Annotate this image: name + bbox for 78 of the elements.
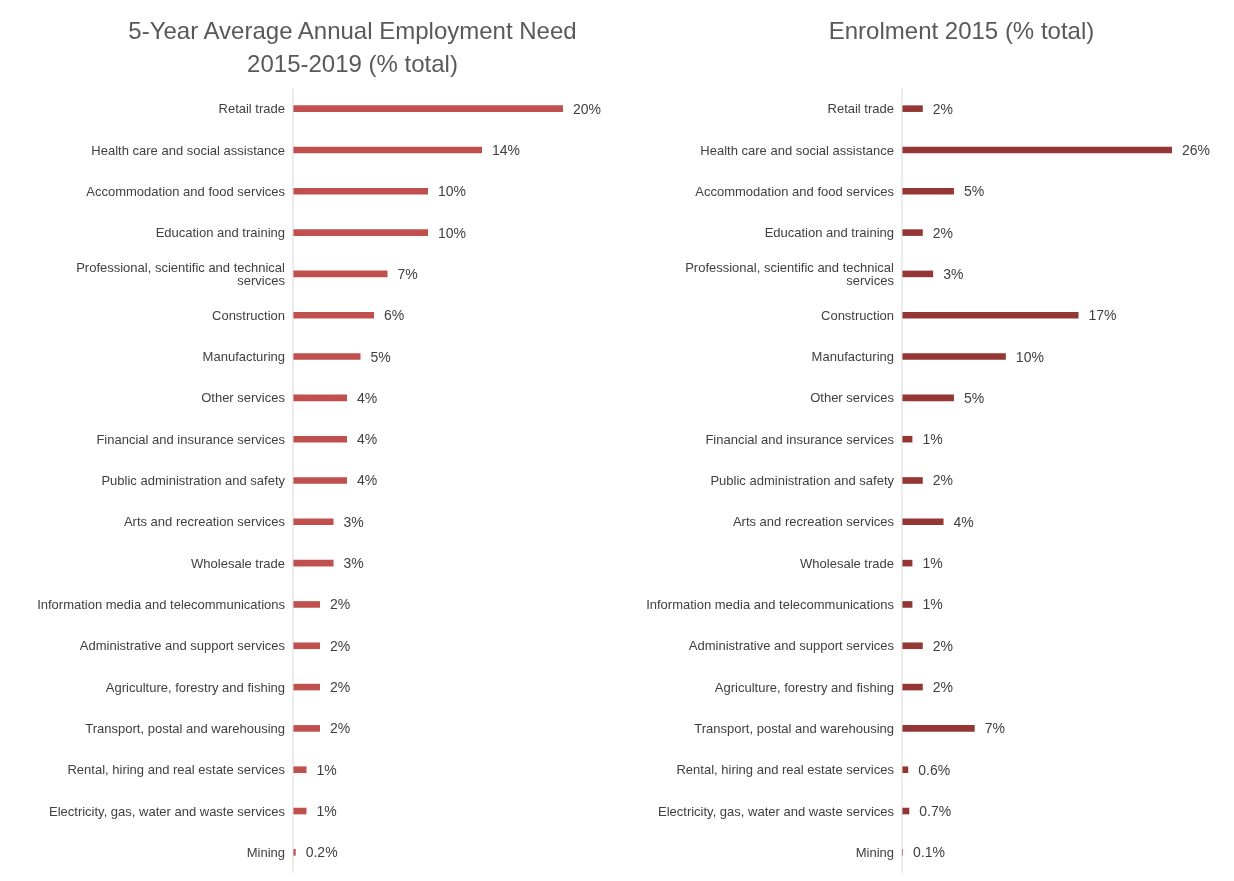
y-tick-label: Rental, hiring and real estate services (67, 762, 286, 778)
chart-title: Enrolment 2015 (% total) (827, 16, 1096, 46)
data-label: 2% (932, 679, 953, 696)
y-tick-label: Retail trade (218, 101, 285, 117)
data-label: 10% (438, 224, 467, 241)
data-label: 1% (922, 431, 943, 448)
y-tick-label: Accommodation and food services (695, 183, 895, 199)
data-label: 2% (932, 100, 953, 117)
y-tick-label: Education and training (764, 225, 894, 241)
data-label: 4% (953, 513, 974, 530)
y-tick-label: Financial and insurance services (705, 431, 895, 447)
data-label: 7% (397, 265, 418, 282)
data-label: 5% (963, 183, 985, 200)
y-tick-label: Electricity, gas, water and waste services (48, 803, 286, 819)
y-tick-label: Wholesale trade (800, 555, 894, 571)
y-tick-label: Retail trade (827, 101, 894, 117)
data-label: 2% (932, 472, 953, 489)
y-tick-label: Public administration and safety (710, 473, 895, 489)
data-label: 1% (316, 761, 337, 778)
y-tick-label: Agriculture, forestry and fishing (714, 679, 894, 695)
y-tick-label: Administrative and support services (79, 638, 286, 654)
chart-title: 5-Year Average Annual Employment Need 2015-2019 (% total) (127, 16, 578, 79)
data-label: 4% (357, 431, 378, 448)
y-tick-label: Agriculture, forestry and fishing (105, 679, 285, 695)
y-tick-label: Information media and telecommunications (646, 597, 895, 613)
data-label: 3% (943, 265, 964, 282)
data-label: 3% (343, 555, 364, 572)
y-tick-label: Transport, postal and warehousing (694, 721, 894, 737)
y-tick-label: Health care and social assistance (700, 142, 894, 158)
data-label: 2% (932, 637, 953, 654)
data-label: 7% (984, 720, 1005, 737)
data-label: 17% (1088, 307, 1117, 324)
data-label: 0.2% (305, 844, 338, 861)
y-tick-label: Accommodation and food services (86, 183, 286, 199)
y-tick-label: Arts and recreation services (732, 514, 895, 530)
y-tick-label: Rental, hiring and real estate services (676, 762, 895, 778)
data-label: 10% (1015, 348, 1044, 365)
data-label: 0.6% (918, 761, 951, 778)
data-label: 5% (370, 348, 391, 365)
data-label: 2% (330, 637, 351, 654)
data-label: 2% (330, 596, 351, 613)
y-tick-label: Professional, scientific and technical services (685, 260, 895, 289)
y-tick-label: Financial and insurance services (96, 431, 286, 447)
data-label: 2% (932, 224, 953, 241)
y-tick-label: Mining (246, 844, 285, 860)
data-label: 6% (384, 307, 405, 324)
data-label: 1% (316, 803, 337, 819)
data-label: 20% (573, 100, 602, 117)
data-label: 2% (330, 720, 351, 737)
y-tick-label: Electricity, gas, water and waste services (657, 803, 895, 819)
data-label: 4% (357, 389, 378, 406)
data-label: 0.7% (919, 803, 952, 819)
y-tick-label: Manufacturing (202, 349, 285, 365)
y-tick-label: Professional, scientific and technical services (76, 260, 286, 289)
data-label: 2% (330, 679, 351, 696)
y-tick-label: Construction (821, 307, 894, 323)
y-tick-label: Arts and recreation services (123, 514, 286, 530)
y-tick-label: Health care and social assistance (91, 142, 285, 158)
y-tick-label: Other services (201, 390, 286, 406)
y-tick-label: Transport, postal and warehousing (85, 721, 285, 737)
data-label: 0.1% (913, 844, 945, 861)
y-tick-label: Wholesale trade (191, 555, 285, 571)
y-tick-label: Administrative and support services (688, 638, 895, 654)
data-label: 10% (438, 183, 467, 200)
y-tick-label: Other services (810, 390, 895, 406)
data-label: 1% (922, 555, 943, 572)
data-label: 14% (492, 141, 521, 158)
data-label: 1% (922, 596, 943, 613)
y-tick-label: Construction (212, 307, 285, 323)
y-tick-label: Mining (855, 844, 894, 860)
data-label: 5% (963, 389, 985, 406)
y-tick-label: Education and training (155, 225, 285, 241)
y-tick-label: Manufacturing (811, 349, 894, 365)
data-label: 4% (357, 472, 378, 489)
data-label: 26% (1182, 141, 1211, 158)
data-label: 3% (343, 513, 364, 530)
y-tick-label: Information media and telecommunications (37, 597, 286, 613)
y-tick-label: Public administration and safety (101, 473, 286, 489)
